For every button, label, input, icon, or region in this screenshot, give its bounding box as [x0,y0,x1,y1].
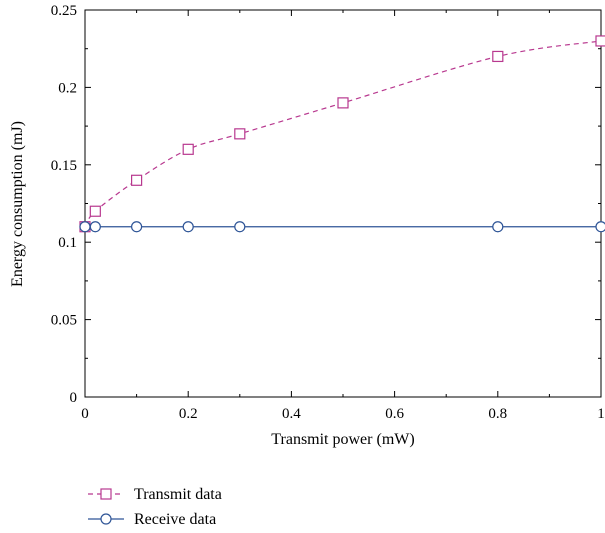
data-point-receive-data [79,221,91,233]
data-point-transmit-data [131,174,143,186]
x-tick-label: 0.6 [385,406,404,422]
x-tick-label: 0.8 [488,406,507,422]
data-point-transmit-data [337,97,349,109]
legend-label: Receive data [134,511,216,528]
y-tick-label: 0.05 [51,313,77,329]
x-axis-title: Transmit power (mW) [271,431,414,448]
plot-frame [84,9,602,398]
x-tick-label: 0 [81,406,89,422]
data-point-transmit-data [595,35,605,47]
x-tick-label: 0.4 [282,406,301,422]
y-axis-title: Energy consumption (mJ) [9,121,26,287]
legend-swatch-marker [100,488,112,500]
data-point-transmit-data [234,128,246,140]
data-point-transmit-data [182,143,194,155]
y-tick-label: 0.15 [51,158,77,174]
y-tick-label: 0.2 [58,80,77,96]
data-point-receive-data [182,221,194,233]
x-tick-label: 0.2 [179,406,198,422]
x-tick-label: 1 [597,406,605,422]
series-layer [79,35,605,233]
y-axis: 0 0.05 0.1 0.15 0.2 0.25 [51,3,601,406]
legend-label: Transmit data [134,486,222,503]
y-tick-label: 0.1 [58,235,77,251]
data-point-receive-data [234,221,246,233]
plot-area [84,9,602,398]
legend-swatch-marker [100,513,112,525]
series-line-transmit-data [84,40,602,228]
series-transmit-data [79,35,605,233]
y-tick-label: 0.25 [51,3,77,19]
x-axis: 0 0.2 0.4 0.6 0.8 1 [81,10,605,422]
data-point-receive-data [131,221,143,233]
series-receive-data [79,221,605,233]
data-point-receive-data [89,221,101,233]
data-point-receive-data [492,221,504,233]
data-point-transmit-data [492,50,504,63]
data-point-transmit-data [89,205,101,217]
data-point-receive-data [595,221,605,233]
legend-entry-transmit-data: Transmit data [88,486,222,503]
y-tick-label: 0 [70,390,78,406]
legend: Transmit data Receive data [88,486,222,528]
legend-entry-receive-data: Receive data [88,511,216,528]
